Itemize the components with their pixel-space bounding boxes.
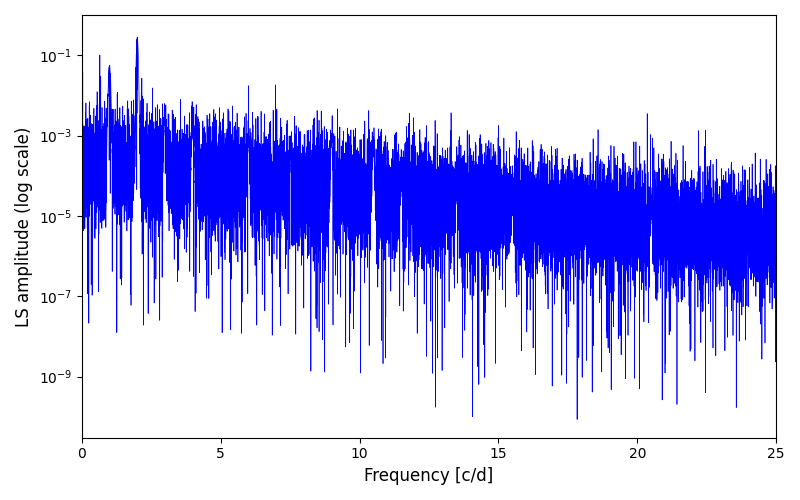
- Y-axis label: LS amplitude (log scale): LS amplitude (log scale): [15, 126, 33, 326]
- X-axis label: Frequency [c/d]: Frequency [c/d]: [364, 467, 494, 485]
